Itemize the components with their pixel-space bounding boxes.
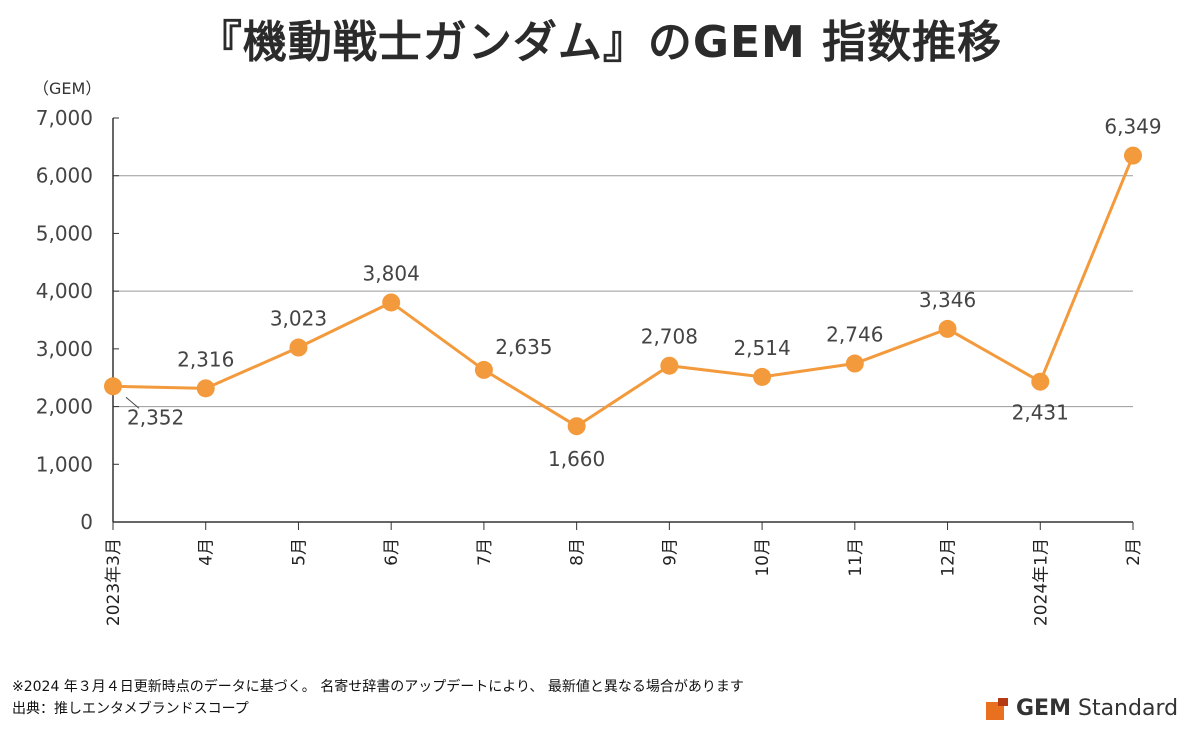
x-tick-label: 11月 bbox=[846, 538, 866, 577]
data-point bbox=[289, 338, 308, 357]
data-label: 3,804 bbox=[363, 261, 420, 285]
x-tick-label: 9月 bbox=[660, 538, 680, 566]
y-tick-label: 3,000 bbox=[36, 337, 93, 361]
x-tick-label: 4月 bbox=[197, 538, 217, 566]
data-label: 3,346 bbox=[919, 288, 976, 312]
x-tick-label: 2024年1月 bbox=[1031, 538, 1051, 626]
x-tick-label: 8月 bbox=[568, 538, 588, 566]
data-label: 3,023 bbox=[270, 307, 327, 331]
data-point bbox=[196, 379, 215, 398]
data-label: 2,635 bbox=[495, 335, 552, 359]
y-tick-label: 0 bbox=[80, 510, 93, 534]
x-tick-label: 5月 bbox=[289, 538, 309, 566]
data-point bbox=[845, 354, 864, 373]
series-line-path bbox=[112, 155, 1135, 428]
y-tick-label: 6,000 bbox=[36, 164, 93, 188]
data-label: 2,316 bbox=[177, 347, 234, 371]
series-line bbox=[104, 146, 1142, 436]
chart-title: 『機動戦士ガンダム』のGEM 指数推移 bbox=[197, 17, 1003, 68]
line-chart: （GEM） 0 1,000 2,000 3,000 4,000 5,000 6,000 7,0… bbox=[33, 79, 1162, 626]
leader-line bbox=[125, 396, 140, 409]
data-point bbox=[104, 377, 122, 396]
x-tick-label: 10月 bbox=[753, 538, 773, 577]
data-label: 2,746 bbox=[826, 323, 883, 347]
data-point bbox=[382, 293, 401, 312]
y-tick-label: 4,000 bbox=[36, 279, 93, 303]
y-ticks: 0 1,000 2,000 3,000 4,000 5,000 6,000 7,000 bbox=[36, 106, 119, 534]
brand-name-bold: GEM bbox=[1016, 696, 1071, 721]
y-tick-label: 7,000 bbox=[36, 106, 93, 130]
brand-name-rest: Standard bbox=[1070, 696, 1179, 721]
data-point bbox=[753, 367, 772, 386]
data-point bbox=[567, 417, 586, 436]
data-label: 1,660 bbox=[548, 447, 605, 471]
footnote-source: 出典：推しエンタメブランドスコープ bbox=[12, 701, 249, 717]
footnote: ※2024 年３月４日更新時点のデータに基づく。 名寄せ辞書のアップデートにより… bbox=[12, 676, 744, 720]
data-point bbox=[474, 360, 493, 379]
y-tick-label: 1,000 bbox=[36, 452, 93, 476]
footnote-note: ※2024 年３月４日更新時点のデータに基づく。 名寄せ辞書のアップデートにより… bbox=[12, 679, 744, 695]
y-tick-label: 5,000 bbox=[36, 221, 93, 245]
brand-mark-icon bbox=[986, 697, 1008, 720]
x-tick-label: 7月 bbox=[475, 538, 495, 566]
data-point bbox=[1031, 372, 1050, 391]
x-tick-label: 6月 bbox=[382, 538, 402, 566]
data-label: 2,514 bbox=[733, 336, 790, 360]
data-label: 2,431 bbox=[1012, 401, 1069, 425]
y-axis-unit-label: （GEM） bbox=[33, 79, 101, 98]
brand-logo: GEM Standard bbox=[986, 696, 1178, 721]
data-point bbox=[938, 319, 957, 338]
data-label: 2,708 bbox=[641, 325, 698, 349]
axes bbox=[112, 118, 1133, 523]
data-labels: 2,352 2,316 3,023 3,804 2,635 1,660 2,708 2,514… bbox=[125, 115, 1162, 471]
data-point bbox=[660, 356, 679, 375]
x-tick-label: 2023年3月 bbox=[104, 538, 124, 626]
data-label: 6,349 bbox=[1104, 115, 1161, 139]
x-tick-label: 12月 bbox=[939, 538, 959, 577]
gridlines bbox=[113, 175, 1133, 408]
x-tick-label: 2月 bbox=[1124, 538, 1144, 566]
x-ticks: 2023年3月 4月 5月 6月 7月 8月 9月 10月 11月 12月 2024年1月 2月 bbox=[104, 522, 1144, 626]
data-label: 2,352 bbox=[127, 405, 184, 429]
data-point bbox=[1124, 146, 1142, 165]
y-tick-label: 2,000 bbox=[36, 395, 93, 419]
